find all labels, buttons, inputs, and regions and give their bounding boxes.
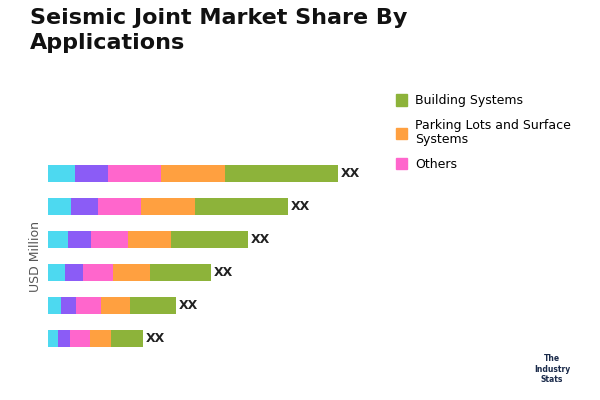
Bar	[130, 297, 176, 314]
Bar	[65, 264, 83, 281]
Bar	[74, 165, 108, 182]
Bar	[101, 297, 130, 314]
Text: XX: XX	[179, 299, 198, 312]
Bar	[98, 198, 142, 215]
Bar	[194, 198, 288, 215]
Bar	[48, 330, 58, 347]
Text: XX: XX	[146, 332, 165, 345]
Bar	[142, 198, 194, 215]
Text: The
Industry
Stats: The Industry Stats	[534, 354, 570, 384]
Bar	[48, 297, 61, 314]
Bar	[172, 231, 248, 248]
Text: XX: XX	[251, 233, 270, 246]
Bar	[58, 330, 70, 347]
Text: XX: XX	[341, 167, 360, 180]
Bar	[224, 165, 338, 182]
Bar	[83, 264, 113, 281]
Bar	[161, 165, 224, 182]
Bar	[76, 297, 101, 314]
Text: Seismic Joint Market Share By
Applications: Seismic Joint Market Share By Applicatio…	[30, 8, 407, 53]
Text: XX: XX	[214, 266, 233, 279]
Text: XX: XX	[290, 200, 310, 213]
Legend: Building Systems, Parking Lots and Surface
Systems, Others: Building Systems, Parking Lots and Surfa…	[396, 94, 571, 171]
Bar	[48, 165, 74, 182]
Y-axis label: USD Million: USD Million	[29, 220, 43, 292]
Bar	[71, 198, 98, 215]
Bar	[89, 330, 112, 347]
Bar	[149, 264, 211, 281]
Bar	[108, 165, 161, 182]
Bar	[128, 231, 172, 248]
Bar	[68, 231, 91, 248]
Bar	[61, 297, 76, 314]
Bar	[48, 231, 68, 248]
Bar	[113, 264, 149, 281]
Bar	[48, 198, 71, 215]
Bar	[48, 264, 65, 281]
Bar	[70, 330, 89, 347]
Bar	[91, 231, 128, 248]
Bar	[112, 330, 143, 347]
